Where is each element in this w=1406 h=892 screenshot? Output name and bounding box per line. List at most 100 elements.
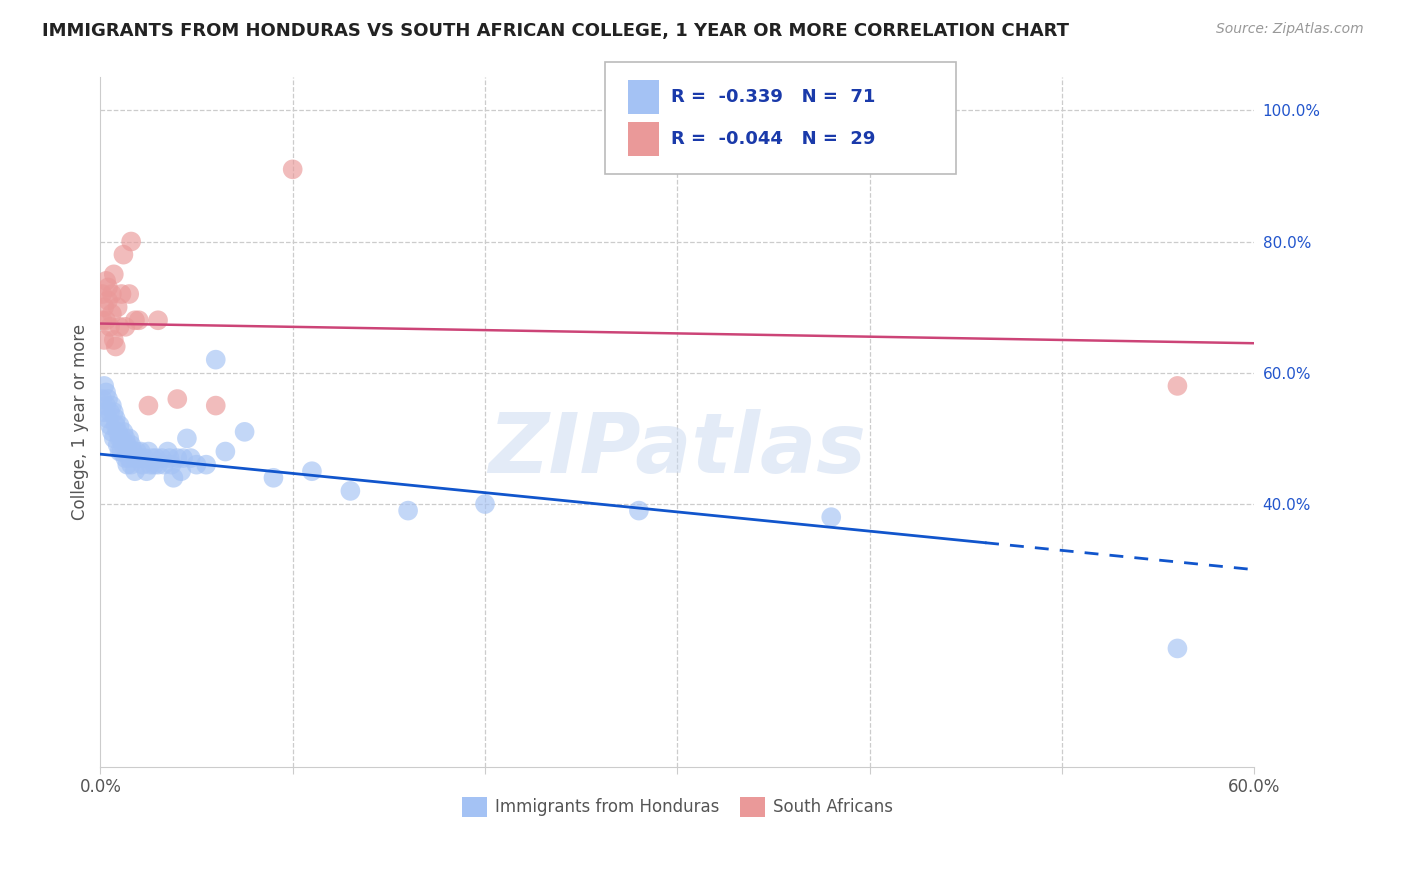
Point [104,411,127,425]
Point [124,464,146,478]
Point [98,418,121,433]
Text: IMMIGRANTS FROM HONDURAS VS SOUTH AFRICAN COLLEGE, 1 YEAR OR MORE CORRELATION CH: IMMIGRANTS FROM HONDURAS VS SOUTH AFRICA… [42,22,1069,40]
Point [114,431,136,445]
Point [474,497,496,511]
Point [94,399,117,413]
Point [98,319,121,334]
Point [204,399,226,413]
Point [153,458,176,472]
Point [93,333,115,347]
Point [186,458,208,472]
Point [112,438,135,452]
Point [98,405,121,419]
Point [117,458,139,472]
Point [120,438,142,452]
Point [117,438,139,452]
Point [627,503,650,517]
Point [108,319,131,334]
Point [172,451,194,466]
Point [101,307,124,321]
Point [159,451,181,466]
Point [93,379,115,393]
Point [143,458,166,472]
Point [118,451,141,466]
Point [110,431,132,445]
Point [107,438,129,452]
Point [101,287,124,301]
Point [118,287,141,301]
Point [135,464,157,478]
Point [125,444,148,458]
Legend: Immigrants from Honduras, South Africans: Immigrants from Honduras, South Africans [456,790,900,823]
Point [180,451,202,466]
Point [262,471,284,485]
Point [97,411,120,425]
Point [166,392,188,406]
Point [101,425,124,439]
Point [114,451,136,466]
Point [91,313,114,327]
Point [103,268,125,282]
Point [93,405,115,419]
Point [91,392,114,406]
Point [129,444,152,458]
Point [204,352,226,367]
Point [124,451,146,466]
Point [94,313,117,327]
Point [101,399,124,413]
Point [108,444,131,458]
Point [118,431,141,445]
Point [138,399,160,413]
Point [94,385,117,400]
Point [128,313,150,327]
Text: ZIPatlas: ZIPatlas [488,409,866,490]
Point [233,425,256,439]
Point [1166,379,1188,393]
Point [107,300,129,314]
Point [214,444,236,458]
Point [301,464,323,478]
Point [103,405,125,419]
Point [120,235,142,249]
Point [281,162,304,177]
Point [103,333,125,347]
Point [97,293,120,308]
Point [122,444,145,458]
Point [160,458,183,472]
Point [176,431,198,445]
Point [107,425,129,439]
Point [195,458,218,472]
Point [131,458,153,472]
Point [170,464,193,478]
Point [339,483,361,498]
Point [138,444,160,458]
Point [97,280,120,294]
Point [124,313,146,327]
Point [1166,641,1188,656]
Point [162,471,184,485]
Text: R =  -0.044   N =  29: R = -0.044 N = 29 [671,130,875,148]
Point [97,392,120,406]
Point [134,451,156,466]
Y-axis label: College, 1 year or more: College, 1 year or more [72,324,89,520]
Point [820,510,842,524]
Point [139,458,162,472]
Point [112,425,135,439]
Point [114,319,136,334]
Point [120,458,142,472]
Point [146,458,169,472]
Point [94,274,117,288]
Point [141,451,163,466]
Point [110,444,132,458]
Point [104,339,127,353]
Point [146,313,169,327]
Point [110,287,132,301]
Point [93,300,115,314]
Point [166,451,188,466]
Point [156,444,179,458]
Point [91,287,114,301]
Point [108,418,131,433]
Text: R =  -0.339   N =  71: R = -0.339 N = 71 [671,88,875,106]
Point [104,418,127,433]
Point [396,503,419,517]
